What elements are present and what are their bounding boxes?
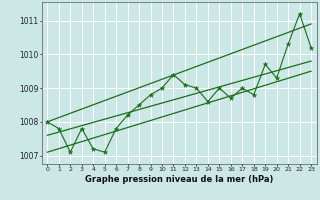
X-axis label: Graphe pression niveau de la mer (hPa): Graphe pression niveau de la mer (hPa) — [85, 175, 273, 184]
